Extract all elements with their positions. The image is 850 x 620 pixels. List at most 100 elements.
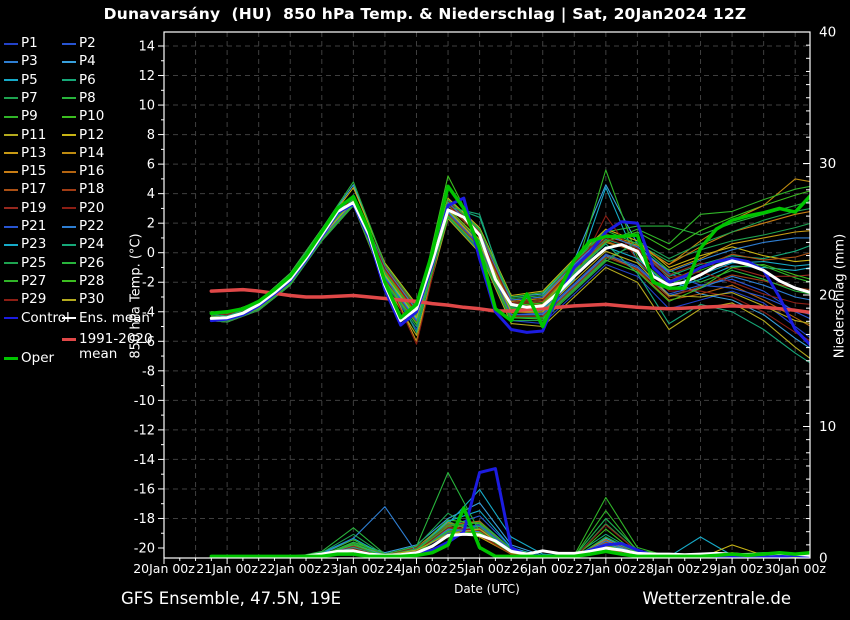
legend-item-p20: P20: [62, 200, 104, 216]
legend-item-p16: P16: [62, 164, 104, 179]
legend-item-p6: P6: [62, 72, 96, 88]
legend-label-p13: P13: [21, 144, 47, 161]
legend-item-p28: P28: [62, 273, 104, 289]
legend-item-p29: P29: [4, 292, 46, 307]
temp-tick-label: -4: [142, 305, 155, 320]
legend-item-climate-mean: 1991-2020 mean: [62, 332, 166, 362]
date-tick-label: 20Jan 00z: [133, 561, 195, 576]
legend-item-p13: P13: [4, 144, 47, 161]
temp-tick-label: 14: [138, 40, 155, 55]
temp-tick-label: -6: [142, 335, 155, 350]
legend-item-p23: P23: [4, 237, 46, 252]
legend-swatch-p23: [4, 243, 18, 246]
date-tick-label: 30Jan 00z: [764, 561, 826, 576]
legend-label-p15: P15: [21, 163, 47, 180]
date-tick-label: 22Jan 00z: [259, 561, 321, 576]
precip-tick-label: 0: [819, 551, 828, 567]
legend-label-p16: P16: [79, 163, 105, 180]
legend-item-p2: P2: [62, 36, 96, 51]
legend-swatch-p1: [4, 42, 18, 45]
precip-line-oper: [209, 506, 810, 558]
legend-item-p4: P4: [62, 54, 96, 69]
axis-tick-labels: 14121086420-2-4-6-8-10-12-14-16-18-20403…: [133, 25, 836, 577]
date-tick-label: 28Jan 00z: [638, 561, 700, 576]
legend-item-p10: P10: [62, 109, 104, 124]
legend-item-p26: P26: [62, 255, 104, 271]
legend-swatch-p5: [4, 79, 18, 82]
temp-tick-label: -8: [142, 364, 155, 379]
legend-item-p30: P30: [62, 292, 104, 307]
axis-ticks: [158, 31, 810, 564]
legend-swatch-p12: [62, 134, 76, 136]
legend-label-p17: P17: [21, 181, 47, 198]
footer-site: Wetterzentrale.de: [642, 589, 791, 608]
legend-swatch-oper: [4, 357, 18, 360]
legend-item-oper: Oper: [4, 351, 54, 366]
precip-tick-label: 20: [819, 288, 836, 304]
legend-swatch-control: [4, 317, 18, 319]
legend-item-p18: P18: [62, 182, 104, 197]
legend-swatch-p15: [4, 170, 18, 173]
legend-swatch-p4: [62, 60, 76, 63]
legend-swatch-p11: [4, 134, 18, 136]
legend-label-p22: P22: [79, 218, 105, 234]
legend-item-p12: P12: [62, 126, 105, 143]
legend-label-climate-mean: 1991-2020 mean: [79, 331, 153, 362]
legend-label-p11: P11: [21, 126, 47, 143]
legend-swatch-p18: [62, 188, 76, 191]
legend-item-p25: P25: [4, 255, 46, 271]
legend-label-p2: P2: [79, 35, 96, 51]
legend-label-p7: P7: [21, 89, 38, 106]
temp-tick-label: 8: [147, 128, 155, 143]
temp-line-climate-mean: [209, 287, 810, 315]
legend-swatch-p21: [4, 225, 18, 228]
legend-label-p9: P9: [21, 108, 38, 125]
legend-item-p24: P24: [62, 237, 104, 252]
legend-swatch-p30: [62, 298, 76, 301]
date-tick-label: 24Jan 00z: [386, 561, 448, 576]
legend-swatch-p16: [62, 170, 76, 173]
legend-swatch-ens-mean: [62, 317, 76, 319]
legend-swatch-p27: [4, 280, 18, 283]
legend-swatch-p10: [62, 115, 76, 118]
legend-swatch-p25: [4, 262, 18, 265]
legend-label-p5: P5: [21, 71, 38, 88]
date-tick-label: 29Jan 00z: [701, 561, 763, 576]
legend-label-ens-mean: Ens. mean: [79, 309, 150, 326]
legend-swatch-p20: [62, 207, 76, 210]
temp-tick-label: -16: [134, 482, 155, 497]
legend-item-p22: P22: [62, 219, 104, 234]
legend-swatch-p6: [62, 79, 76, 82]
legend-item-p21: P21: [4, 219, 46, 234]
temp-tick-label: 0: [147, 246, 155, 261]
legend-swatch-p19: [4, 207, 18, 210]
legend-item-p15: P15: [4, 164, 46, 179]
legend-item-p9: P9: [4, 109, 38, 124]
legend-label-p8: P8: [79, 89, 96, 106]
legend-swatch-climate-mean: [62, 338, 76, 341]
legend-item-p5: P5: [4, 71, 38, 88]
legend-item-control: Control: [4, 310, 70, 326]
legend-label-p3: P3: [21, 53, 38, 70]
legend-label-p12: P12: [79, 126, 105, 143]
temp-tick-label: -10: [134, 394, 155, 409]
legend-label-p29: P29: [21, 291, 47, 308]
precip-tick-label: 40: [819, 25, 836, 41]
legend-item-p27: P27: [4, 273, 46, 289]
legend-item-p14: P14: [62, 145, 104, 161]
legend-label-p18: P18: [79, 181, 105, 198]
temp-tick-label: 4: [147, 187, 155, 202]
legend-swatch-p9: [4, 115, 18, 118]
temp-tick-label: 2: [147, 217, 155, 232]
legend-swatch-p29: [4, 298, 18, 301]
legend-swatch-p26: [62, 262, 76, 265]
temp-tick-label: -2: [142, 276, 155, 291]
date-tick-label: 21Jan 00z: [196, 561, 258, 576]
legend-swatch-p3: [4, 60, 18, 63]
legend-label-p10: P10: [79, 108, 105, 125]
temp-tick-label: -14: [134, 453, 155, 468]
temp-line-oper: [209, 184, 810, 329]
chart-title: Dunavarsány (HU) 850 hPa Temp. & Nieders…: [103, 5, 747, 23]
legend-item-p7: P7: [4, 89, 38, 106]
